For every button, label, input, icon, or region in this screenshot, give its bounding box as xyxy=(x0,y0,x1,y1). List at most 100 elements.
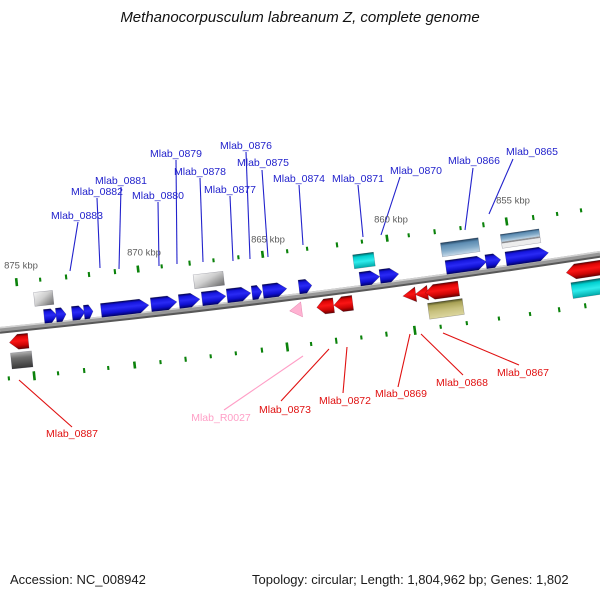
callout-line-Mlab_0872 xyxy=(342,346,348,394)
gene-arrow-forward[interactable] xyxy=(83,304,94,320)
gene-label-Mlab_R0027[interactable]: Mlab_R0027 xyxy=(191,411,251,424)
gene-label-Mlab_0873[interactable]: Mlab_0873 xyxy=(259,403,311,416)
callout-line-Mlab_0866 xyxy=(464,167,474,231)
scale-tick xyxy=(107,365,110,371)
callout-line-Mlab_0881 xyxy=(118,186,122,270)
scale-tick xyxy=(234,351,238,356)
scale-tick xyxy=(64,274,68,280)
gene-arrow-reverse[interactable] xyxy=(333,295,354,312)
scale-tick xyxy=(209,354,212,359)
gene-arrow-reverse[interactable] xyxy=(9,332,30,350)
gene-arrow-forward[interactable] xyxy=(297,278,313,295)
scale-tick xyxy=(212,258,215,263)
gene-label-Mlab_0868[interactable]: Mlab_0868 xyxy=(436,376,488,389)
scale-tick xyxy=(334,337,338,344)
gene-label-Mlab_0880[interactable]: Mlab_0880 xyxy=(132,189,184,202)
gene-arrow-forward[interactable] xyxy=(200,289,227,307)
status-topology-length-genes: Topology: circular; Length: 1,804,962 bp… xyxy=(252,572,569,587)
scale-tick xyxy=(38,277,42,282)
callout-line-Mlab_0887 xyxy=(18,379,73,428)
gene-label-Mlab_0876[interactable]: Mlab_0876 xyxy=(220,139,272,152)
scale-tick xyxy=(136,265,140,273)
scale-tick xyxy=(407,233,411,238)
gene-label-Mlab_0875[interactable]: Mlab_0875 xyxy=(237,156,289,169)
gene-arrow-reverse[interactable] xyxy=(402,286,418,304)
scale-tick xyxy=(132,361,137,369)
callout-line-Mlab_0878 xyxy=(199,177,204,263)
scale-tick xyxy=(184,356,187,362)
gene-arrow-forward[interactable] xyxy=(250,285,263,301)
gene-arrow-forward[interactable] xyxy=(484,253,502,270)
scale-tick xyxy=(504,217,509,226)
gene-arrow-reverse[interactable] xyxy=(565,259,600,280)
gene-arrow-forward[interactable] xyxy=(504,246,550,267)
gene-arrow-forward[interactable] xyxy=(55,307,67,323)
gene-box[interactable] xyxy=(352,251,376,270)
gene-box[interactable] xyxy=(33,290,55,307)
gene-arrow-forward[interactable] xyxy=(358,270,381,287)
scale-tick xyxy=(360,335,363,340)
scale-tick xyxy=(113,269,117,275)
gene-arrow-forward[interactable] xyxy=(444,255,488,275)
gene-arrow-reverse[interactable] xyxy=(316,297,335,315)
scale-tick xyxy=(305,246,309,251)
genome-title: Methanocorpusculum labreanum Z, complete… xyxy=(120,9,480,26)
gene-arrow-forward[interactable] xyxy=(71,305,86,321)
scale-tick xyxy=(82,367,86,374)
callout-line-Mlab_0880 xyxy=(157,201,160,267)
scale-tick xyxy=(237,255,240,260)
gene-arrow-reverse[interactable] xyxy=(289,301,303,318)
gene-arrow-forward[interactable] xyxy=(43,308,58,324)
gene-label-Mlab_0865[interactable]: Mlab_0865 xyxy=(506,145,558,158)
gene-arrow-forward[interactable] xyxy=(177,292,201,309)
callout-line-Mlab_0877 xyxy=(229,195,234,262)
gene-label-Mlab_0882[interactable]: Mlab_0882 xyxy=(71,185,123,198)
gene-label-Mlab_0870[interactable]: Mlab_0870 xyxy=(390,164,442,177)
gene-arrow-forward[interactable] xyxy=(225,286,252,304)
scale-tick xyxy=(285,249,289,254)
scale-tick xyxy=(439,324,442,329)
scale-tick xyxy=(309,341,313,347)
gene-label-Mlab_0871[interactable]: Mlab_0871 xyxy=(332,172,384,185)
gene-arrow-forward[interactable] xyxy=(149,295,178,313)
scale-tick xyxy=(459,225,462,231)
scale-label-855-kbp: 855 kbp xyxy=(496,195,530,207)
gene-arrow-forward[interactable] xyxy=(100,298,150,318)
gene-box[interactable] xyxy=(10,350,34,370)
gene-label-Mlab_0877[interactable]: Mlab_0877 xyxy=(204,183,256,196)
callout-line-Mlab_0871 xyxy=(357,184,364,238)
callout-line-Mlab_0873 xyxy=(280,348,330,402)
gene-box[interactable] xyxy=(570,276,600,299)
scale-tick xyxy=(285,342,290,352)
gene-label-Mlab_0872[interactable]: Mlab_0872 xyxy=(319,394,371,407)
scale-tick xyxy=(433,229,436,235)
gene-label-Mlab_0874[interactable]: Mlab_0874 xyxy=(273,172,325,185)
scale-tick xyxy=(385,331,388,337)
gene-arrow-reverse[interactable] xyxy=(424,280,461,301)
callout-line-Mlab_0875 xyxy=(261,169,269,258)
gene-box[interactable] xyxy=(427,298,465,320)
gene-label-Mlab_0878[interactable]: Mlab_0878 xyxy=(174,165,226,178)
gene-label-Mlab_0879[interactable]: Mlab_0879 xyxy=(150,147,202,160)
callout-line-Mlab_0879 xyxy=(175,159,178,265)
callout-line-Mlab_0876 xyxy=(245,151,251,260)
scale-tick xyxy=(260,250,265,258)
scale-tick xyxy=(528,311,532,317)
gene-box[interactable] xyxy=(192,270,225,289)
gene-label-Mlab_0883[interactable]: Mlab_0883 xyxy=(51,209,103,222)
callout-line-Mlab_0865 xyxy=(488,158,514,215)
scale-tick xyxy=(260,347,264,353)
gene-label-Mlab_0867[interactable]: Mlab_0867 xyxy=(497,366,549,379)
gene-arrow-forward[interactable] xyxy=(378,267,400,284)
gene-label-Mlab_0869[interactable]: Mlab_0869 xyxy=(375,387,427,400)
gene-label-Mlab_0881[interactable]: Mlab_0881 xyxy=(95,174,147,187)
scale-label-875-kbp: 875 kbp xyxy=(4,260,38,272)
gene-box[interactable] xyxy=(440,237,481,258)
gene-label-Mlab_0866[interactable]: Mlab_0866 xyxy=(448,154,500,167)
gene-label-Mlab_0887[interactable]: Mlab_0887 xyxy=(46,427,98,440)
scale-tick xyxy=(579,208,583,213)
gene-arrow-forward[interactable] xyxy=(261,282,288,299)
gene-box[interactable] xyxy=(499,228,542,249)
scale-tick xyxy=(160,264,163,269)
scale-tick xyxy=(32,371,36,381)
